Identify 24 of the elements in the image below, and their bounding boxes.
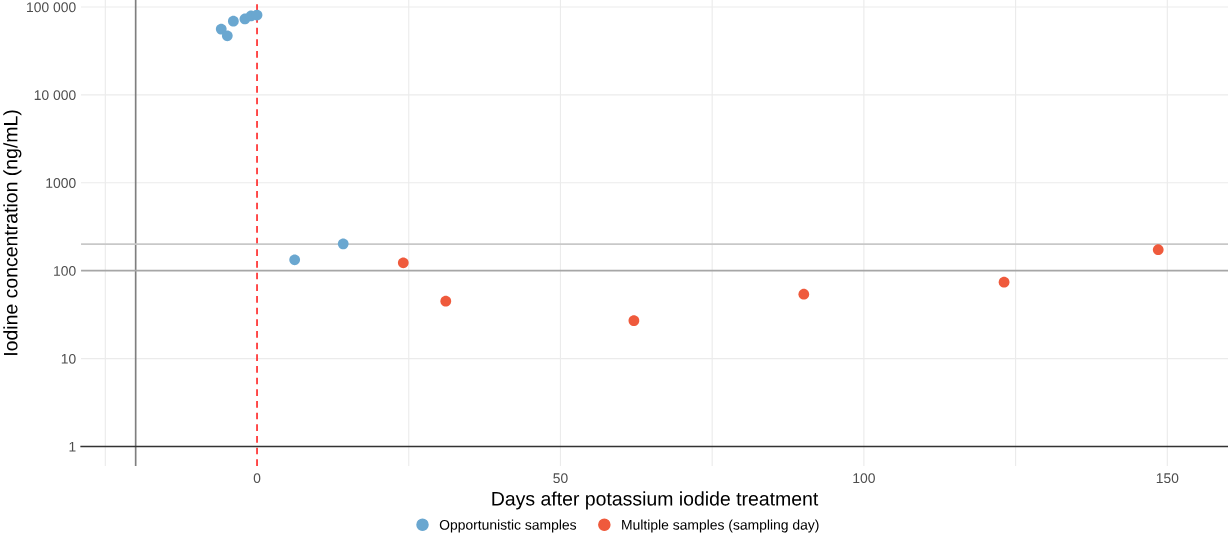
point	[998, 276, 1010, 288]
point	[337, 238, 349, 250]
point	[440, 295, 452, 307]
point	[221, 30, 233, 42]
y-tick-label: 100 000	[27, 2, 76, 13]
y-axis-title: Iodine concentration (ng/mL)	[3, 110, 22, 355]
y-tick-label: 100	[54, 266, 76, 276]
y-tick-label: 10	[61, 353, 76, 364]
point	[397, 257, 409, 269]
point	[1152, 244, 1164, 256]
point	[289, 254, 301, 266]
x-tick-label: 150	[1156, 473, 1179, 484]
x-axis-title: Days after potassium iodide treatment	[492, 491, 819, 510]
x-tick-label: 50	[553, 473, 568, 484]
point	[227, 15, 239, 27]
legend-label: Opportunistic samples	[439, 519, 577, 533]
y-tick-label: 1000	[46, 178, 76, 188]
y-tick-label: 1	[69, 441, 76, 452]
point	[628, 315, 640, 327]
point	[798, 288, 810, 300]
legend-label: Multiple samples (sampling day)	[622, 519, 819, 533]
y-tick-label: 10 000	[34, 90, 76, 101]
x-tick-label: 0	[253, 473, 261, 484]
x-tick-label: 100	[853, 473, 875, 484]
